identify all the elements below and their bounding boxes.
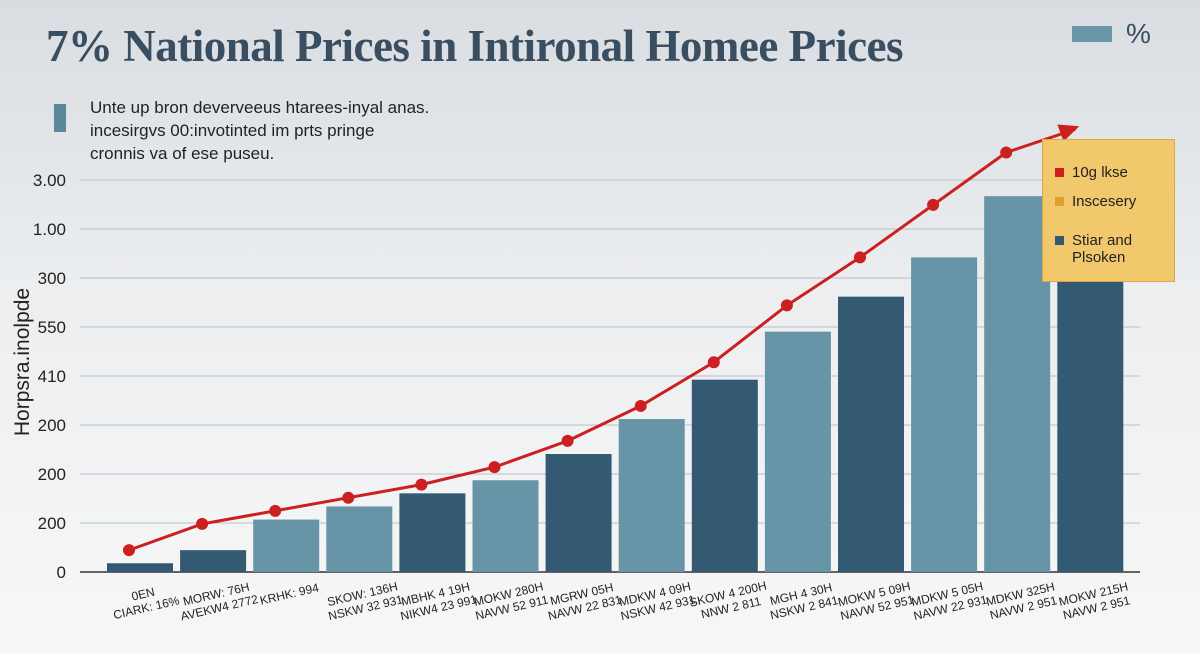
trend-point (342, 491, 355, 504)
subtitle-line-1: Unte up bron deverveeus htarees-inyal an… (90, 98, 430, 117)
top-legend-label: % (1126, 18, 1151, 49)
y-tick-label: 0 (57, 563, 66, 582)
subtitle-lines: Unte up bron deverveeus htarees-inyal an… (90, 96, 429, 165)
x-tick-label: KRHK: 994 (258, 580, 320, 607)
trend-point (123, 544, 135, 557)
x-tick-label-line: 0EN (130, 585, 156, 604)
trend-point (269, 504, 282, 517)
y-tick-label: 300 (38, 269, 66, 288)
legend-label-1: 10g lkse (1072, 164, 1128, 181)
bar (180, 550, 247, 572)
top-legend: % (1072, 18, 1151, 50)
y-tick-label: 200 (38, 465, 66, 484)
legend-swatch-2 (1055, 197, 1064, 206)
subtitle-marker (54, 104, 66, 132)
bar (691, 379, 758, 572)
bar (472, 480, 539, 572)
y-tick-label: 550 (38, 318, 66, 337)
legend-swatch-1 (1055, 168, 1064, 177)
y-tick-label: 200 (38, 416, 66, 435)
bar (545, 454, 612, 572)
x-tick-label-line: KRHK: 994 (258, 580, 320, 607)
chart-title: 7% National Prices in Intironal Homee Pr… (46, 21, 904, 71)
bar (618, 419, 685, 572)
legend-label-2: Inscesery (1072, 193, 1137, 210)
trend-point (707, 356, 720, 369)
trend-point (780, 299, 793, 312)
bar (326, 506, 393, 572)
legend-entry-1: 10g lkse (1055, 164, 1162, 181)
bar (107, 563, 173, 572)
legend-entry-3: Stiar and Plsoken (1055, 232, 1162, 266)
legend-swatch-3 (1055, 236, 1064, 245)
trend-point (561, 434, 574, 447)
trend-point (854, 251, 866, 264)
subtitle-block: Unte up bron deverveeus htarees-inyal an… (54, 96, 429, 165)
bar (984, 196, 1051, 572)
y-tick-label: 410 (38, 367, 66, 386)
legend-entry-2: Inscesery (1055, 193, 1162, 210)
y-tick-label: 3.00 (33, 171, 66, 190)
bar (764, 331, 831, 572)
legend-label-3: Stiar and (1072, 232, 1133, 249)
y-tick-label: 200 (38, 514, 66, 533)
legend-label-3b: Plsoken (1072, 249, 1126, 266)
trend-point (488, 461, 501, 474)
trend-point (634, 399, 647, 412)
bar (911, 257, 978, 572)
trend-point (927, 198, 940, 211)
y-tick-label: 1.00 (33, 220, 66, 239)
bar (838, 296, 904, 572)
bar (399, 493, 466, 572)
subtitle-line-2: incesirgvs 00:invotinted im prts pringe (90, 121, 375, 140)
trend-point (415, 478, 428, 491)
legend: 10g lkse Inscesery Stiar and Plsoken (1042, 139, 1175, 282)
subtitle-line-3: cronnis va of ese puseu. (90, 144, 275, 163)
top-legend-swatch (1072, 26, 1112, 42)
trend-point (196, 517, 209, 530)
bar (253, 519, 320, 572)
trend-arrow-head (1057, 124, 1080, 142)
trend-point (1000, 146, 1013, 159)
